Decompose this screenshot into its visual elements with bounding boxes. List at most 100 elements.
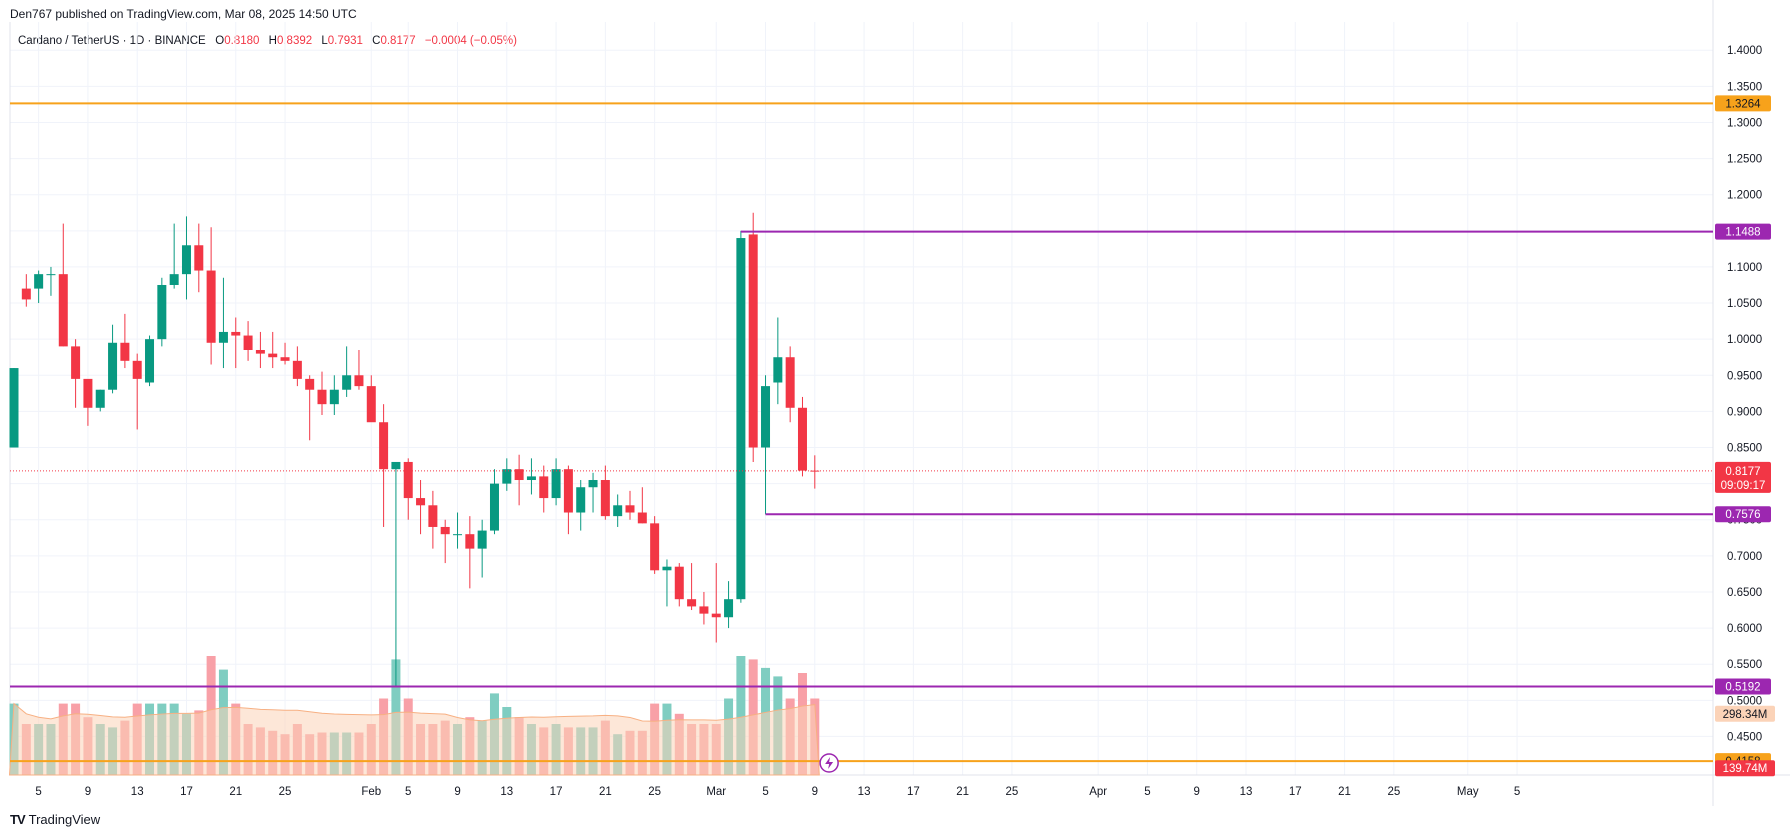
ohlc-high-value: 0.8392 (276, 35, 313, 47)
volume-last-label: 139.74M (1723, 763, 1768, 775)
last-price-box (1715, 461, 1771, 493)
volume-ma-box (1715, 705, 1775, 722)
candle-body (21, 288, 31, 300)
candle-body (477, 530, 487, 549)
candle-body (748, 234, 758, 448)
y-tick-label: 1.3500 (1727, 81, 1762, 93)
candle-body (391, 461, 401, 470)
candle-body (58, 274, 68, 347)
x-tick-label: 5 (405, 786, 411, 798)
x-tick-label: 13 (858, 786, 871, 798)
x-tick-label: 13 (500, 786, 513, 798)
price-chart[interactable]: 0.4500 0.5000 0.5500 0.6000 0.6500 0.7000 0.75… (0, 0, 1790, 810)
candle-body (317, 389, 327, 405)
candle-body (674, 566, 684, 600)
candle-body (465, 534, 475, 549)
volume-moving-average (8, 702, 820, 776)
candle-body (576, 487, 586, 513)
x-tick-label: 25 (1387, 786, 1400, 798)
candle-body (502, 469, 512, 484)
x-tick-label: 21 (599, 786, 612, 798)
candle-body (108, 342, 118, 390)
candle-body (379, 422, 389, 470)
x-tick-label: 17 (907, 786, 920, 798)
x-tick-label: 5 (1144, 786, 1150, 798)
candle-body (797, 407, 807, 471)
x-tick-label: 25 (279, 786, 292, 798)
candle-body (563, 469, 573, 513)
y-tick-label: 0.8500 (1727, 443, 1762, 455)
volume-bar (736, 656, 746, 775)
ohlc-close-value: 0.8177 (380, 35, 416, 47)
tradingview-brand[interactable]: TV TradingView (10, 812, 100, 827)
candle-body (440, 526, 450, 535)
y-tick-label: 0.5000 (1727, 695, 1762, 707)
y-tick-label: 1.3000 (1727, 117, 1762, 129)
level-label-1.3264: 1.3264 (1725, 98, 1761, 110)
candle-body (625, 505, 635, 513)
candle-body (785, 357, 795, 408)
y-tick-label: 0.9500 (1727, 370, 1762, 382)
x-tick-label: 9 (1194, 786, 1200, 798)
candle-body (489, 483, 499, 531)
x-tick-label: Feb (361, 786, 381, 798)
candle-body (292, 360, 302, 379)
y-tick-label: 1.0500 (1727, 298, 1762, 310)
volume-last-box (1715, 760, 1775, 777)
candle-body (637, 512, 647, 524)
candle-body (145, 339, 155, 383)
ohlc-open-key: O (215, 35, 225, 47)
candle-body (539, 476, 549, 499)
x-tick-label: Mar (706, 786, 726, 798)
x-tick-label: 13 (131, 786, 144, 798)
candle-body (551, 469, 561, 499)
candle-body (711, 613, 721, 618)
ohlc-low-key: L (321, 35, 328, 47)
brand-name: TradingView (28, 812, 101, 827)
candle-body (218, 331, 228, 343)
candle-body (600, 480, 610, 517)
candle-body (453, 534, 463, 536)
candle-body (366, 386, 376, 423)
candle-body (736, 238, 746, 600)
tradingview-logo-icon: TV (10, 812, 26, 827)
candle-body (305, 378, 315, 390)
ohlc-close-key: C (372, 35, 381, 47)
candle-body (588, 480, 598, 488)
y-tick-label: 1.4000 (1727, 45, 1762, 57)
x-tick-label: 9 (85, 786, 91, 798)
level-label-box (1715, 95, 1771, 112)
candle-body (403, 461, 413, 499)
y-tick-label: 1.0000 (1727, 334, 1762, 346)
candle-body (9, 368, 19, 448)
candle-body (255, 349, 265, 354)
x-tick-label: 17 (180, 786, 193, 798)
level-label-0.5192: 0.5192 (1725, 681, 1760, 693)
level-label-1.1488: 1.1488 (1725, 227, 1760, 239)
candle-body (687, 599, 697, 607)
candle-body (34, 274, 44, 289)
ohlc-change-value: −0.0004 (−0.05%) (424, 35, 517, 47)
level-label-box (1715, 223, 1771, 240)
x-tick-label: 17 (1289, 786, 1302, 798)
x-tick-label: 9 (454, 786, 460, 798)
y-tick-label: 0.5500 (1727, 659, 1762, 671)
candle-body (83, 378, 93, 408)
volume-ma-label: 298.34M (1723, 709, 1768, 721)
x-tick-label: May (1457, 786, 1479, 798)
candle-body (329, 389, 339, 405)
x-tick-label: 25 (648, 786, 661, 798)
y-tick-label: 0.6000 (1727, 623, 1762, 635)
candle-body (699, 606, 709, 614)
x-tick-label: 17 (550, 786, 563, 798)
candle-body (181, 245, 191, 275)
x-tick-label: 13 (1240, 786, 1253, 798)
candle-body (243, 335, 253, 350)
x-tick-label: 25 (1006, 786, 1019, 798)
candle-body (231, 331, 241, 336)
lightning-bolt-icon (825, 757, 834, 769)
candle-body (71, 346, 81, 379)
candle-body (773, 357, 783, 383)
level-label-0.7576: 0.7576 (1725, 509, 1760, 521)
candle-body (354, 375, 364, 387)
